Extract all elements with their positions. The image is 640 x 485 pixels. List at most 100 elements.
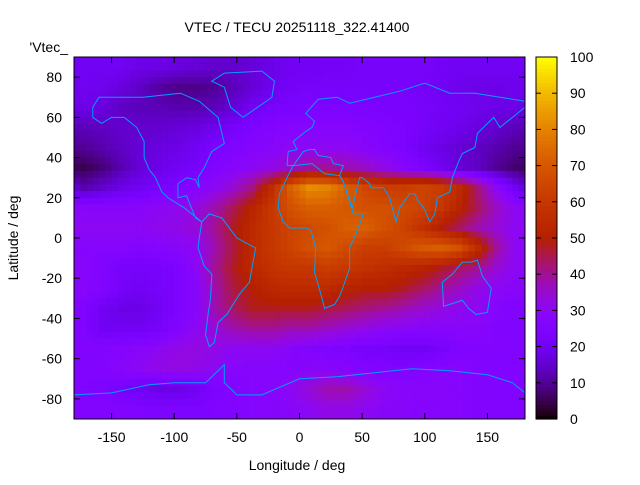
heatmap-cell [80,211,88,219]
heatmap-cell [174,117,182,125]
heatmap-cell [431,284,438,293]
heatmap-cell [193,110,200,118]
heatmap-cell [362,103,370,112]
heatmap-cell [424,392,432,400]
heatmap-cell [249,150,257,159]
heatmap-cell [380,331,388,340]
heatmap-cell [224,130,232,139]
heatmap-cell [255,137,263,145]
heatmap-cell [324,311,332,320]
heatmap-cell [418,412,426,419]
heatmap-cell [124,191,131,199]
heatmap-cell [186,298,194,306]
heatmap-cell [412,358,420,366]
heatmap-cell [124,298,131,306]
heatmap-cell [487,63,495,72]
heatmap-cell [105,211,113,219]
heatmap-cell [412,331,420,340]
heatmap-cell [456,351,463,360]
heatmap-cell [149,385,157,393]
heatmap-cell [512,124,520,132]
heatmap-cell [462,358,470,366]
heatmap-cell [117,177,125,185]
x-tick-label: -50 [227,429,247,445]
heatmap-cell [387,385,395,393]
heatmap-cell [117,110,125,118]
heatmap-cell [393,392,401,400]
heatmap-cell [374,278,382,286]
heatmap-cell [224,144,232,152]
heatmap-cell [380,398,388,407]
heatmap-cell [86,305,94,313]
heatmap-cell [343,164,351,172]
heatmap-cell [255,238,263,246]
heatmap-cell [437,251,445,259]
heatmap-cell [161,204,169,212]
colorbar-segment [536,107,557,112]
heatmap-cell [92,217,100,226]
heatmap-cell [506,117,514,125]
heatmap-cell [111,57,119,65]
heatmap-cell [236,70,244,78]
heatmap-cell [349,244,357,253]
heatmap-cell [518,365,525,373]
heatmap-cell [474,392,482,400]
heatmap-cell [136,258,144,266]
heatmap-cell [261,204,269,212]
heatmap-cell [518,164,525,172]
heatmap-cell [130,358,138,366]
heatmap-cell [368,251,376,259]
heatmap-cell [124,137,131,145]
heatmap-cell [249,211,257,219]
heatmap-cell [424,331,432,340]
heatmap-cell [355,77,363,85]
heatmap-cell [205,157,213,165]
heatmap-cell [186,358,194,366]
heatmap-cell [180,130,188,139]
heatmap-cell [111,264,119,273]
heatmap-cell [86,124,94,132]
heatmap-cell [86,392,94,400]
heatmap-cell [305,124,313,132]
heatmap-cell [86,405,94,413]
heatmap-cell [124,217,131,226]
heatmap-cell [312,191,319,199]
heatmap-cell [286,77,294,85]
heatmap-cell [286,251,294,259]
heatmap-cell [280,338,288,346]
heatmap-cell [405,157,413,165]
heatmap-cell [318,144,326,152]
heatmap-cell [105,130,113,139]
heatmap-cell [130,311,138,320]
heatmap-cell [487,338,495,346]
heatmap-cell [399,197,407,206]
heatmap-cell [193,351,200,360]
heatmap-cell [211,358,219,366]
heatmap-cell [224,351,232,360]
heatmap-cell [249,83,257,92]
heatmap-cell [449,398,457,407]
heatmap-cell [518,258,525,266]
heatmap-cell [355,251,363,259]
heatmap-cell [487,130,495,139]
heatmap-cell [474,398,482,407]
heatmap-cell [205,405,213,413]
heatmap-cell [380,177,388,185]
heatmap-cell [167,311,175,320]
heatmap-cell [437,238,445,246]
heatmap-cell [493,358,501,366]
heatmap-cell [412,184,420,192]
heatmap-cell [161,63,169,72]
heatmap-cell [318,358,326,366]
heatmap-cell [518,103,525,112]
heatmap-cell [249,251,257,259]
heatmap-cell [255,130,263,139]
heatmap-cell [481,405,489,413]
heatmap-cell [224,110,232,118]
heatmap-cell [280,325,288,333]
heatmap-cell [462,211,470,219]
heatmap-cell [74,251,81,259]
heatmap-cell [393,83,401,92]
heatmap-cell [399,90,407,98]
heatmap-cell [337,191,344,199]
